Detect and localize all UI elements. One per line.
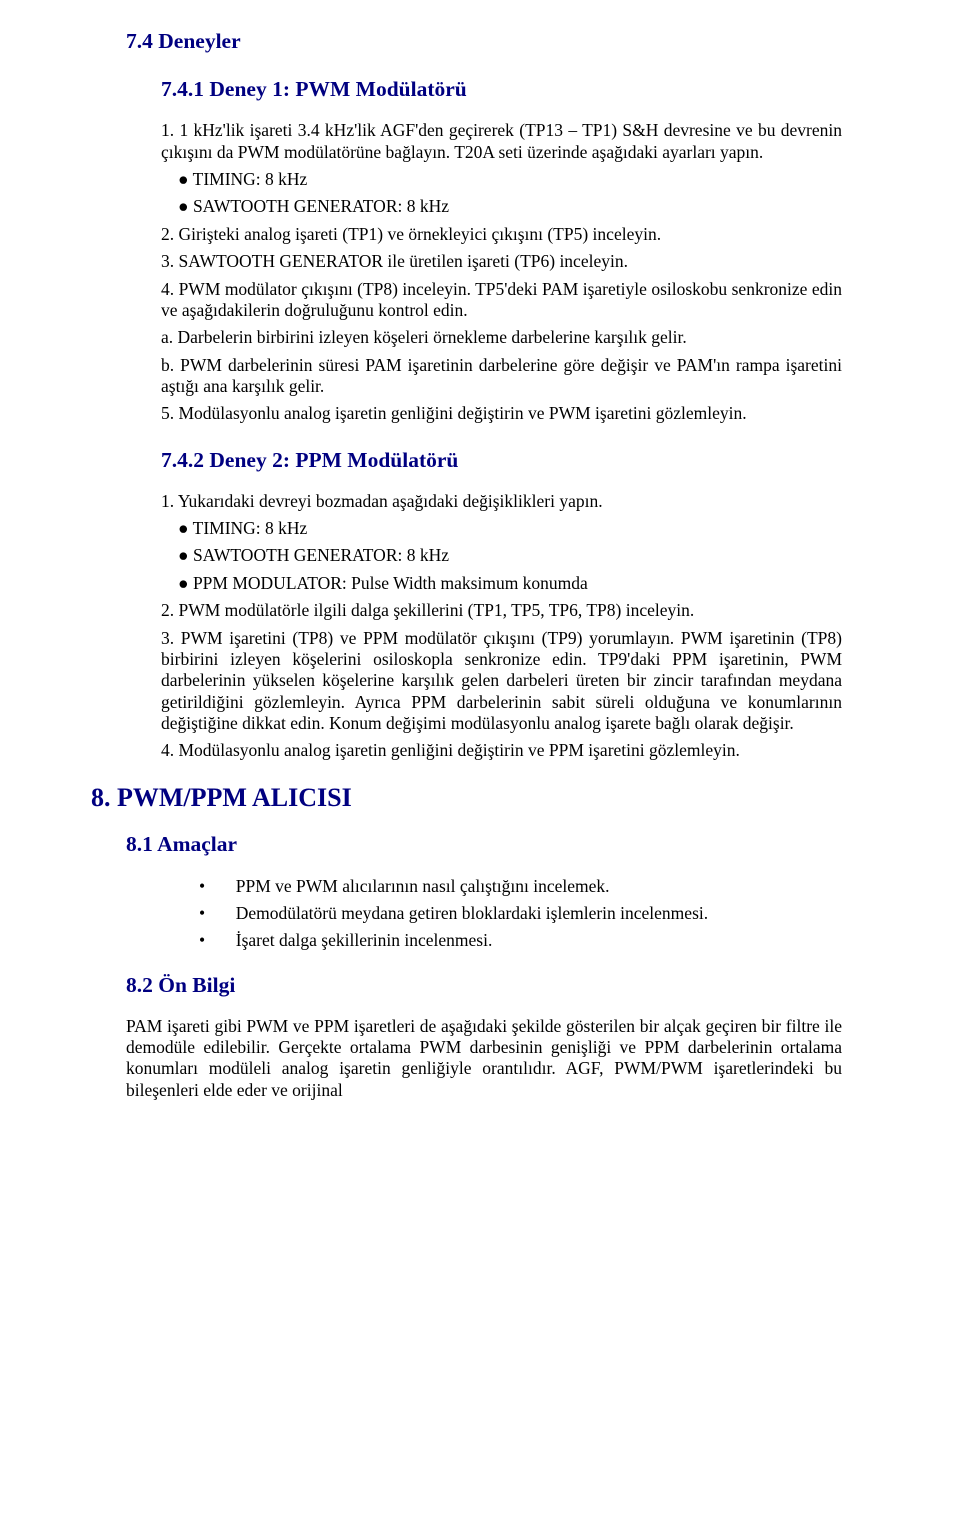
item-7-4-1-2: 2. Girişteki analog işareti (TP1) ve örn… — [126, 224, 842, 245]
item-7-4-1-1: 1. 1 kHz'lik işareti 3.4 kHz'lik AGF'den… — [126, 120, 842, 163]
para-8-2: PAM işareti gibi PWM ve PPM işaretleri d… — [126, 1016, 842, 1101]
item-7-4-2-b1: ● TIMING: 8 kHz — [126, 518, 842, 539]
document-page: 7.4 Deneyler 7.4.1 Deney 1: PWM Modülatö… — [0, 0, 960, 1533]
heading-7-4-text: 7.4 Deneyler — [126, 29, 241, 53]
item-7-4-1-b1: ● TIMING: 8 kHz — [126, 169, 842, 190]
item-7-4-1-a: a. Darbelerin birbirini izleyen köşeleri… — [126, 327, 842, 348]
item-8-1-b3: • İşaret dalga şekillerinin incelenmesi. — [126, 930, 842, 951]
heading-8-2-text: 8.2 Ön Bilgi — [126, 973, 235, 997]
item-7-4-1-3: 3. SAWTOOTH GENERATOR ile üretilen işare… — [126, 251, 842, 272]
item-7-4-2-4: 4. Modülasyonlu analog işaretin genliğin… — [126, 740, 842, 761]
heading-8-1-text: 8.1 Amaçlar — [126, 832, 237, 856]
item-8-1-b3-text: İşaret dalga şekillerinin incelenmesi. — [236, 930, 493, 950]
item-7-4-1-4: 4. PWM modülator çıkışını (TP8) inceleyi… — [126, 279, 842, 322]
heading-8-2: 8.2 Ön Bilgi — [126, 972, 842, 998]
item-7-4-1-5: 5. Modülasyonlu analog işaretin genliğin… — [126, 403, 842, 424]
heading-7-4-1: 7.4.1 Deney 1: PWM Modülatörü — [161, 76, 842, 102]
heading-7-4: 7.4 Deneyler — [126, 28, 842, 54]
item-7-4-2-3: 3. PWM işaretini (TP8) ve PPM modülatör … — [126, 628, 842, 735]
item-7-4-2-1: 1. Yukarıdaki devreyi bozmadan aşağıdaki… — [126, 491, 842, 512]
item-7-4-2-b2: ● SAWTOOTH GENERATOR: 8 kHz — [126, 545, 842, 566]
item-7-4-1-b2: ● SAWTOOTH GENERATOR: 8 kHz — [126, 196, 842, 217]
item-7-4-2-b3: ● PPM MODULATOR: Pulse Width maksimum ko… — [126, 573, 842, 594]
item-7-4-2-2: 2. PWM modülatörle ilgili dalga şekiller… — [126, 600, 842, 621]
item-8-1-b2-text: Demodülatörü meydana getiren bloklardaki… — [236, 903, 708, 923]
item-7-4-1-b: b. PWM darbelerinin süresi PAM işaretini… — [126, 355, 842, 398]
heading-8-text: 8. PWM/PPM ALICISI — [91, 783, 352, 812]
item-8-1-b1-text: PPM ve PWM alıcılarının nasıl çalıştığın… — [236, 876, 610, 896]
heading-8: 8. PWM/PPM ALICISI — [91, 782, 842, 814]
heading-7-4-2-text: 7.4.2 Deney 2: PPM Modülatörü — [161, 448, 458, 472]
heading-7-4-2: 7.4.2 Deney 2: PPM Modülatörü — [161, 447, 842, 473]
item-8-1-b1: • PPM ve PWM alıcılarının nasıl çalıştığ… — [126, 876, 842, 897]
heading-8-1: 8.1 Amaçlar — [126, 831, 842, 857]
heading-7-4-1-text: 7.4.1 Deney 1: PWM Modülatörü — [161, 77, 467, 101]
item-8-1-b2: • Demodülatörü meydana getiren bloklarda… — [126, 903, 842, 924]
